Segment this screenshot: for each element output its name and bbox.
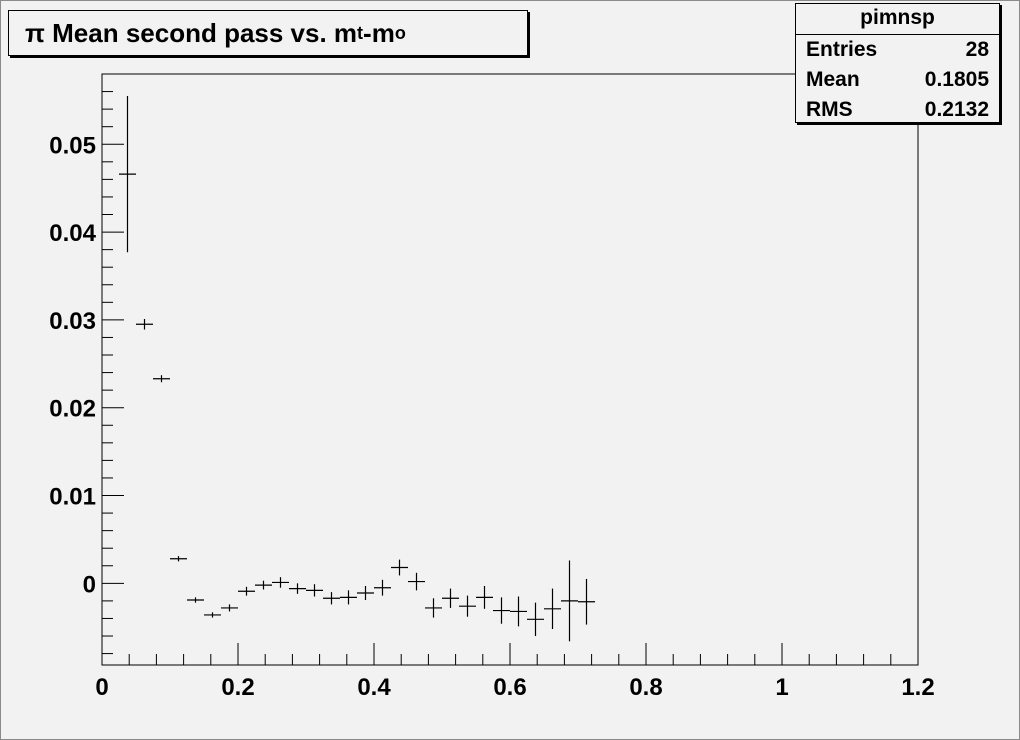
data-point (408, 572, 425, 591)
stats-box: pimnsp Entries 28 Mean 0.1805 RMS 0.2132 (795, 3, 1000, 123)
stats-label: Entries (806, 38, 878, 61)
stats-label: RMS (806, 98, 853, 121)
data-point (204, 612, 221, 618)
data-point (510, 596, 527, 627)
data-point (272, 577, 289, 588)
x-tick-label: 0.2 (221, 674, 254, 701)
data-point (136, 319, 153, 330)
data-point (544, 588, 561, 629)
data-point (357, 585, 374, 601)
x-tick-label: 0.6 (493, 674, 526, 701)
chart-title: π Mean second pass vs. m t -m o (8, 10, 528, 56)
stats-row-rms: RMS 0.2132 (796, 95, 999, 125)
data-point (255, 580, 272, 590)
data-point (442, 588, 459, 608)
x-tick-label: 0.4 (357, 674, 391, 701)
data-point (323, 592, 340, 605)
stats-row-entries: Entries 28 (796, 35, 999, 65)
x-tick-label: 0 (95, 674, 108, 701)
stats-value: 0.2132 (924, 98, 989, 121)
data-point (476, 585, 493, 609)
data-point (153, 375, 170, 383)
stats-row-mean: Mean 0.1805 (796, 65, 999, 95)
y-tick-label: 0 (83, 571, 96, 598)
x-tick-label: 1 (775, 674, 788, 701)
title-prefix: π Mean second pass vs. m (25, 17, 358, 48)
stats-value: 28 (965, 38, 989, 61)
data-point (391, 559, 408, 576)
data-points (119, 95, 595, 642)
data-point (425, 598, 442, 618)
title-subscript-t: t (357, 22, 364, 43)
data-point (221, 604, 238, 612)
data-point (527, 602, 544, 637)
stats-label: Mean (806, 68, 860, 91)
data-point (119, 95, 136, 253)
data-point (578, 578, 595, 625)
data-point (459, 595, 476, 617)
data-point (238, 586, 255, 596)
data-point (340, 590, 357, 605)
frame (101, 73, 919, 666)
y-tick-label: 0.02 (49, 396, 96, 423)
x-tick-label: 0.8 (629, 674, 662, 701)
data-point (306, 584, 323, 597)
title-mid: -m (363, 17, 395, 48)
data-point (561, 560, 578, 642)
data-point (289, 583, 306, 594)
data-point (170, 556, 187, 562)
y-tick-label: 0.01 (49, 484, 96, 511)
stats-value: 0.1805 (924, 68, 989, 91)
y-tick-label: 0.03 (49, 308, 96, 335)
y-tick-label: 0.04 (49, 220, 96, 247)
title-subscript-o: o (394, 22, 406, 43)
data-point (493, 597, 510, 624)
y-tick-label: 0.05 (49, 132, 96, 159)
stats-name: pimnsp (796, 4, 999, 35)
x-axis: 0 0.2 0.4 0.6 0.8 1 1.2 (95, 643, 935, 701)
data-point (374, 579, 391, 596)
x-tick-label: 1.2 (901, 674, 934, 701)
y-axis: 0 0.01 0.02 0.03 0.04 0.05 (49, 73, 124, 655)
data-point (187, 597, 204, 603)
